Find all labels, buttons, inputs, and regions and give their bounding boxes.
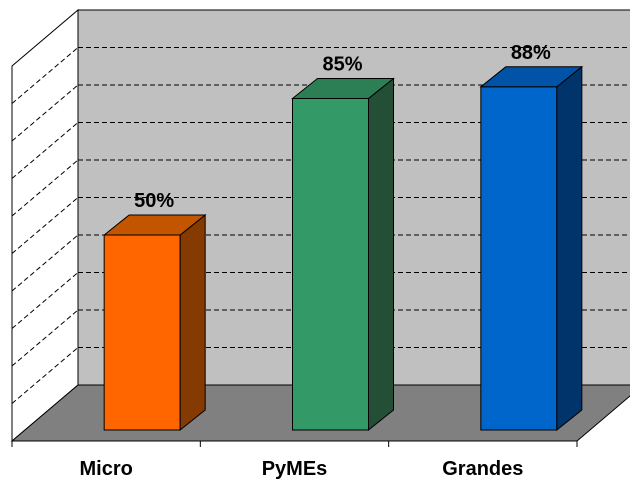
x-tick-label: PyMEs: [262, 458, 328, 480]
bar-top: [479, 66, 584, 88]
bar-top: [291, 78, 395, 99]
bar-side: [556, 65, 583, 432]
bar-top: [102, 214, 207, 236]
gridline-side: [11, 122, 79, 179]
data-label: 50%: [134, 190, 174, 212]
x-tick-label: Micro: [79, 458, 132, 480]
gridline-side: [11, 234, 79, 292]
bars: 50% 85% 88%: [102, 42, 584, 432]
bar-front: [480, 86, 558, 431]
gridline-side: [11, 309, 79, 367]
data-label: 88%: [511, 42, 551, 64]
bar-side: [368, 77, 394, 432]
bar-front: [103, 234, 181, 431]
gridline-side: [11, 272, 79, 329]
bar-grandes: 88%: [479, 42, 584, 432]
gridline-side: [11, 47, 79, 104]
gridline-side: [11, 197, 79, 254]
gridline-side: [11, 84, 79, 142]
gridline-side: [11, 347, 79, 404]
gridline-side: [11, 159, 79, 217]
x-tick-label: Grandes: [442, 458, 523, 480]
bar-micro: 50%: [102, 190, 207, 432]
bar-pymes: 85%: [291, 54, 395, 432]
bar-front: [292, 98, 369, 431]
data-label: 85%: [322, 54, 362, 76]
bar-side: [179, 213, 206, 432]
x-axis: [11, 440, 578, 447]
x-tick-labels: Micro PyMEs Grandes: [79, 458, 523, 480]
